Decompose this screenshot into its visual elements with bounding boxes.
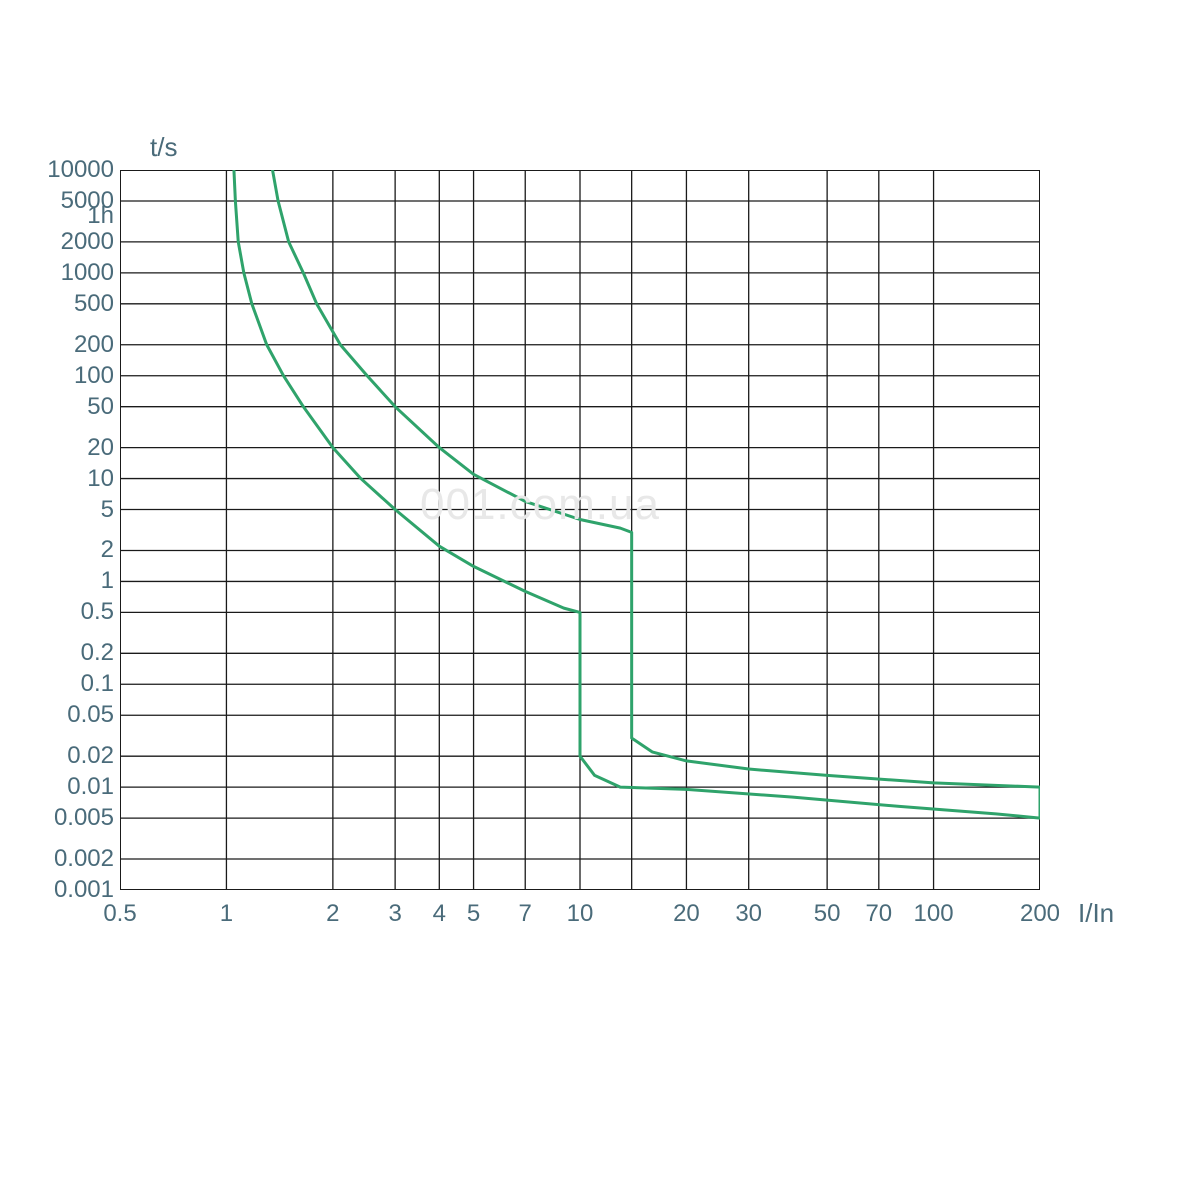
x-axis-label: I/In (1078, 898, 1114, 929)
y-tick: 0.001 (20, 876, 114, 904)
y-tick: 5 (20, 496, 114, 524)
y-tick: 0.2 (20, 639, 114, 667)
x-tick: 2 (326, 900, 339, 928)
y-tick: 200 (20, 331, 114, 359)
x-tick: 30 (735, 900, 762, 928)
chart-svg (120, 170, 1040, 890)
page: t/s I/In 1000050002000100050020010050201… (0, 0, 1200, 1200)
y-axis-label: t/s (150, 132, 177, 163)
x-tick: 7 (519, 900, 532, 928)
y-tick: 10000 (20, 156, 114, 184)
x-tick: 0.5 (103, 900, 136, 928)
y-tick: 0.02 (20, 742, 114, 770)
y-tick: 0.002 (20, 845, 114, 873)
y-tick: 500 (20, 290, 114, 318)
y-tick: 2 (20, 536, 114, 564)
y-tick: 20 (20, 434, 114, 462)
x-tick: 4 (433, 900, 446, 928)
x-tick: 10 (567, 900, 594, 928)
x-tick: 1 (220, 900, 233, 928)
y-tick: 0.1 (20, 670, 114, 698)
y-tick: 0.01 (20, 773, 114, 801)
y-tick: 50 (20, 393, 114, 421)
y-tick: 0.005 (20, 804, 114, 832)
y-tick: 1 (20, 567, 114, 595)
y-tick: 1000 (20, 259, 114, 287)
x-tick: 200 (1020, 900, 1060, 928)
x-tick: 5 (467, 900, 480, 928)
x-tick: 3 (388, 900, 401, 928)
x-tick: 100 (914, 900, 954, 928)
y-axis-1h-label: 1h (60, 202, 114, 230)
x-tick: 50 (814, 900, 841, 928)
y-tick: 100 (20, 362, 114, 390)
y-tick: 2000 (20, 228, 114, 256)
x-tick: 70 (865, 900, 892, 928)
y-tick: 0.05 (20, 701, 114, 729)
plot-area: 001.com.ua (120, 170, 1040, 890)
y-tick: 0.5 (20, 598, 114, 626)
y-tick: 10 (20, 465, 114, 493)
x-tick: 20 (673, 900, 700, 928)
